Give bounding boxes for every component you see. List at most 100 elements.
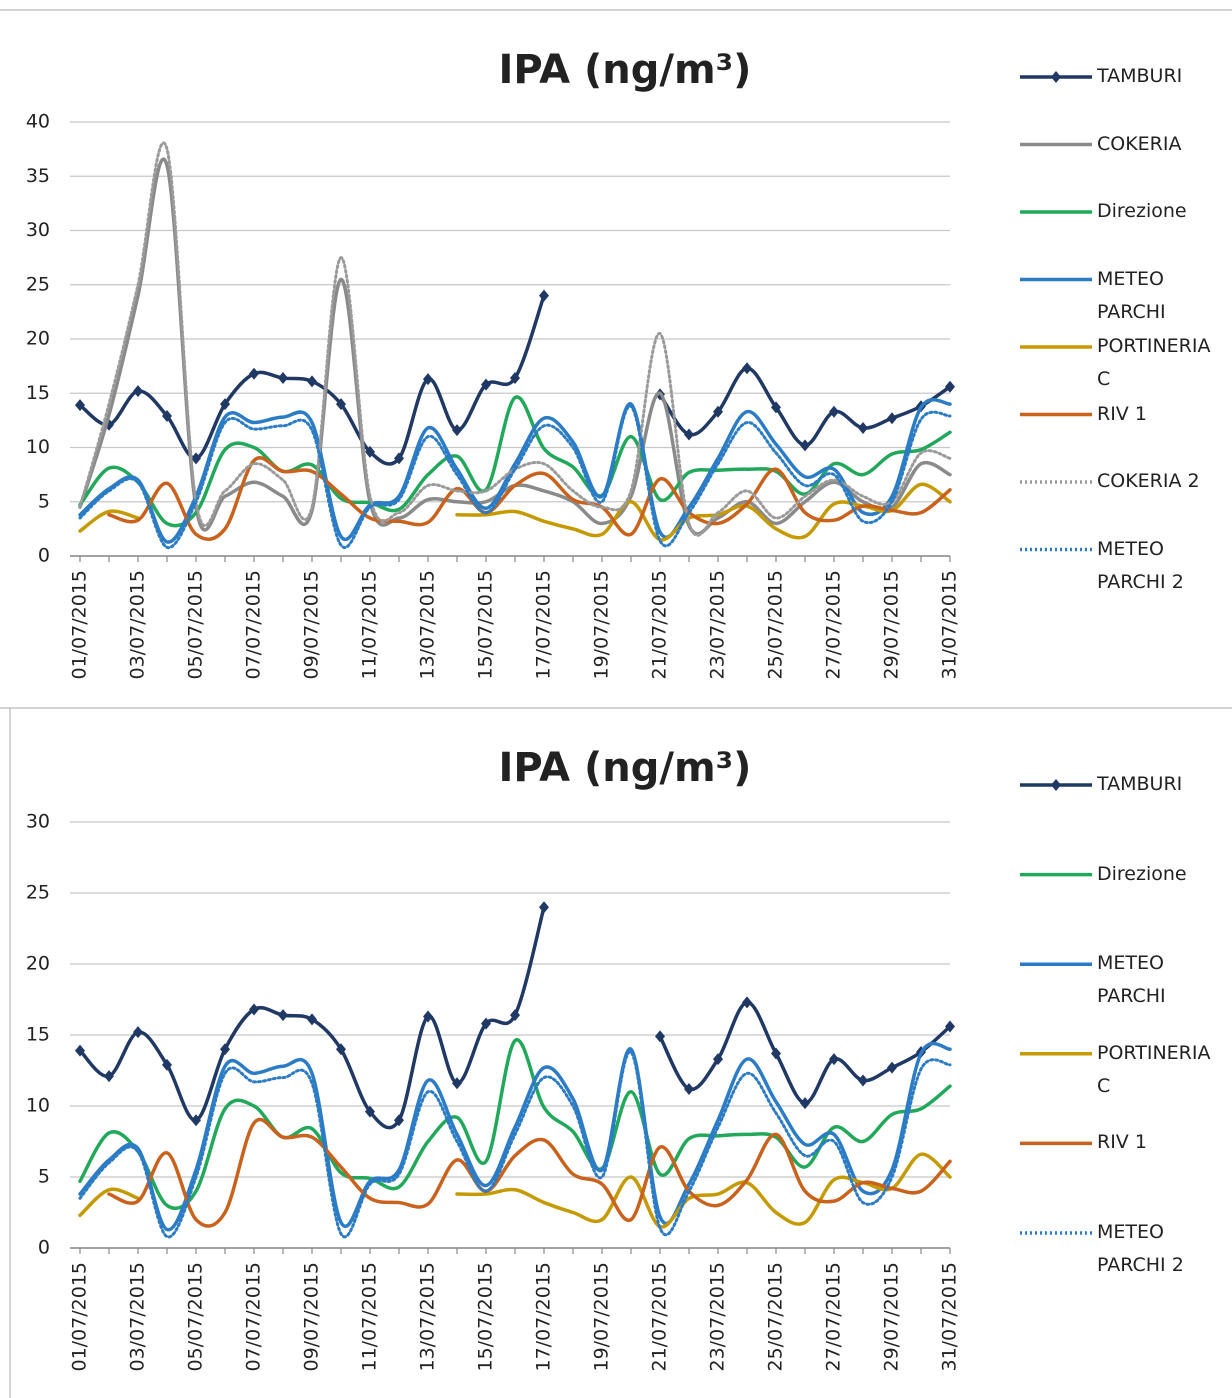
data-point xyxy=(220,1043,230,1056)
legend-label: METEO PARCHI 2 xyxy=(1097,1221,1184,1276)
y-tick-label: 30 xyxy=(26,811,50,833)
data-point xyxy=(887,412,897,425)
x-tick-label: 21/07/2015 xyxy=(649,570,671,680)
data-point xyxy=(133,385,143,398)
series-line xyxy=(78,1041,952,1232)
data-point xyxy=(684,1082,694,1095)
legend-label: METEO PARCHI 2 xyxy=(1097,537,1184,593)
x-tick-label: 01/07/2015 xyxy=(69,1262,91,1372)
data-point xyxy=(771,401,781,414)
y-tick-label: 10 xyxy=(26,1095,50,1117)
series-line xyxy=(78,293,546,466)
y-tick-label: 15 xyxy=(26,382,50,404)
x-tick-label: 05/07/2015 xyxy=(185,570,207,680)
x-tick-label: 21/07/2015 xyxy=(649,1262,671,1372)
x-tick-label: 13/07/2015 xyxy=(417,570,439,680)
data-point xyxy=(336,1043,346,1056)
data-point xyxy=(655,1030,665,1043)
y-tick-label: 35 xyxy=(26,165,50,187)
legend-label: PORTINERIA C xyxy=(1097,1041,1211,1097)
x-tick-label: 31/07/2015 xyxy=(939,1262,961,1372)
series-line xyxy=(107,456,952,541)
data-point xyxy=(191,1114,201,1127)
y-tick-label: 10 xyxy=(26,436,50,458)
data-point xyxy=(510,1009,520,1022)
data-point xyxy=(829,1053,839,1066)
data-point xyxy=(307,1013,317,1026)
x-tick-label: 23/07/2015 xyxy=(707,1262,729,1372)
data-point xyxy=(365,445,375,458)
x-tick-label: 17/07/2015 xyxy=(533,570,555,680)
legend-label: RIV 1 xyxy=(1097,1131,1147,1154)
data-point xyxy=(800,439,810,452)
legend-label: Direzione xyxy=(1097,862,1187,885)
x-tick-label: 05/07/2015 xyxy=(185,1262,207,1372)
y-tick-label: 0 xyxy=(38,1237,50,1259)
data-point xyxy=(887,1061,897,1074)
data-point xyxy=(278,372,288,385)
data-point xyxy=(481,1017,491,1030)
legend-label: METEO PARCHI xyxy=(1097,952,1166,1008)
y-tick-label: 25 xyxy=(26,882,50,904)
data-point xyxy=(162,1058,172,1071)
series-line xyxy=(658,366,952,448)
chart-title: IPA (ng/m³) xyxy=(499,47,752,93)
data-point xyxy=(162,410,172,423)
data-point xyxy=(394,452,404,465)
data-point xyxy=(510,372,520,385)
data-point xyxy=(829,405,839,418)
data-point xyxy=(307,375,317,388)
x-tick-label: 03/07/2015 xyxy=(127,1262,149,1372)
x-tick-label: 09/07/2015 xyxy=(301,570,323,680)
data-point xyxy=(945,1020,955,1033)
y-tick-label: 25 xyxy=(26,273,50,295)
data-point xyxy=(771,1047,781,1060)
x-tick-label: 19/07/2015 xyxy=(591,1262,613,1372)
x-tick-label: 29/07/2015 xyxy=(881,570,903,680)
x-tick-label: 11/07/2015 xyxy=(359,570,381,680)
x-tick-label: 29/07/2015 xyxy=(881,1262,903,1372)
x-tick-label: 27/07/2015 xyxy=(823,1262,845,1372)
x-tick-label: 01/07/2015 xyxy=(69,570,91,680)
x-tick-label: 13/07/2015 xyxy=(417,1262,439,1372)
series-line xyxy=(78,509,140,533)
y-tick-label: 15 xyxy=(26,1024,50,1046)
x-tick-label: 15/07/2015 xyxy=(475,1262,497,1372)
series-line xyxy=(107,1117,952,1228)
x-tick-label: 07/07/2015 xyxy=(243,570,265,680)
y-tick-label: 0 xyxy=(38,545,50,567)
y-tick-label: 5 xyxy=(38,490,50,512)
legend-label: TAMBURI xyxy=(1097,773,1183,795)
chart-title: IPA (ng/m³) xyxy=(499,745,752,791)
data-point xyxy=(365,1105,375,1118)
series-line xyxy=(78,1038,952,1210)
x-tick-label: 07/07/2015 xyxy=(243,1262,265,1372)
data-point xyxy=(191,452,201,465)
x-tick-label: 09/07/2015 xyxy=(301,1262,323,1372)
data-point xyxy=(336,398,346,411)
data-point xyxy=(800,1097,810,1110)
legend-label: Direzione xyxy=(1097,200,1187,222)
data-point xyxy=(278,1009,288,1022)
data-point xyxy=(394,1114,404,1127)
series-line xyxy=(78,141,952,537)
legend-label: METEO PARCHI xyxy=(1097,267,1166,323)
data-point xyxy=(220,398,230,411)
data-point xyxy=(539,901,549,914)
x-tick-label: 03/07/2015 xyxy=(127,570,149,680)
x-tick-label: 31/07/2015 xyxy=(939,570,961,680)
data-point xyxy=(452,1077,462,1090)
x-tick-label: 23/07/2015 xyxy=(707,570,729,680)
legend-label: TAMBURI xyxy=(1097,65,1183,87)
x-tick-label: 19/07/2015 xyxy=(591,570,613,680)
x-tick-label: 17/07/2015 xyxy=(533,1262,555,1372)
series-line xyxy=(78,1050,952,1239)
data-point xyxy=(75,1044,85,1057)
series-line xyxy=(658,1000,952,1105)
x-tick-label: 25/07/2015 xyxy=(765,1262,787,1372)
data-point xyxy=(713,1053,723,1066)
data-point xyxy=(858,1074,868,1087)
x-tick-label: 27/07/2015 xyxy=(823,570,845,680)
